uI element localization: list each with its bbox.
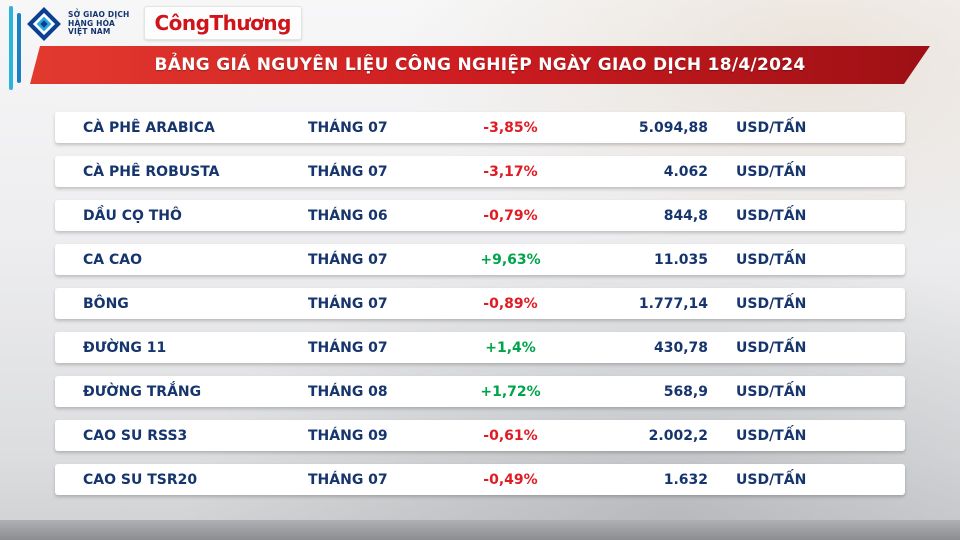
contract-month: THÁNG 07 <box>308 163 388 180</box>
mxv-logo-text: SỞ GIAO DỊCH HÀNG HÓA VIỆT NAM <box>68 10 130 37</box>
table-row: BÔNG THÁNG 07 -0,89% 1.777,14 USD/TẤN <box>55 288 905 319</box>
table-row: CAO SU RSS3 THÁNG 09 -0,61% 2.002,2 USD/… <box>55 420 905 451</box>
table-row: ĐƯỜNG 11 THÁNG 07 +1,4% 430,78 USD/TẤN <box>55 332 905 363</box>
contract-month: THÁNG 09 <box>308 427 388 444</box>
table-row: CA CAO THÁNG 07 +9,63% 11.035 USD/TẤN <box>55 244 905 275</box>
commodity-name: CAO SU TSR20 <box>83 471 198 488</box>
price-table: CÀ PHÊ ARABICA THÁNG 07 -3,85% 5.094,88 … <box>55 112 905 495</box>
price-unit: USD/TẤN <box>736 339 807 356</box>
title-banner: BẢNG GIÁ NGUYÊN LIỆU CÔNG NGHIỆP NGÀY GI… <box>30 46 930 84</box>
percent-change: -0,49% <box>483 471 538 488</box>
contract-month: THÁNG 07 <box>308 339 388 356</box>
percent-change: -0,89% <box>483 295 538 312</box>
percent-change: +1,4% <box>485 339 536 356</box>
price-value: 4.062 <box>663 163 708 180</box>
commodity-name: CÀ PHÊ ARABICA <box>83 119 215 136</box>
contract-month: THÁNG 07 <box>308 251 388 268</box>
mxv-diamond-icon <box>27 7 61 41</box>
price-unit: USD/TẤN <box>736 251 807 268</box>
contract-month: THÁNG 07 <box>308 119 388 136</box>
price-unit: USD/TẤN <box>736 383 807 400</box>
percent-change: -0,79% <box>483 207 538 224</box>
congthuong-logo: CôngThương <box>143 6 302 40</box>
left-accent-stripes <box>9 6 21 90</box>
table-row: CAO SU TSR20 THÁNG 07 -0,49% 1.632 USD/T… <box>55 464 905 495</box>
percent-change: -3,85% <box>483 119 538 136</box>
header-logos: SỞ GIAO DỊCH HÀNG HÓA VIỆT NAM CôngThươn… <box>26 6 302 42</box>
commodity-name: CA CAO <box>83 251 142 268</box>
table-row: CÀ PHÊ ARABICA THÁNG 07 -3,85% 5.094,88 … <box>55 112 905 143</box>
table-row: DẦU CỌ THÔ THÁNG 06 -0,79% 844,8 USD/TẤN <box>55 200 905 231</box>
footer-gray-band <box>0 520 960 540</box>
price-unit: USD/TẤN <box>736 295 807 312</box>
mxv-logo-line2: HÀNG HÓA <box>68 18 115 28</box>
price-unit: USD/TẤN <box>736 163 807 180</box>
contract-month: THÁNG 06 <box>308 207 388 224</box>
percent-change: +9,63% <box>480 251 541 268</box>
commodity-name: ĐƯỜNG 11 <box>83 339 167 356</box>
commodity-name: CÀ PHÊ ROBUSTA <box>83 163 220 180</box>
price-value: 430,78 <box>653 339 708 356</box>
price-value: 5.094,88 <box>638 119 708 136</box>
price-unit: USD/TẤN <box>736 471 807 488</box>
table-row: CÀ PHÊ ROBUSTA THÁNG 07 -3,17% 4.062 USD… <box>55 156 905 187</box>
price-value: 1.777,14 <box>638 295 708 312</box>
page-title: BẢNG GIÁ NGUYÊN LIỆU CÔNG NGHIỆP NGÀY GI… <box>154 55 806 75</box>
table-row: ĐƯỜNG TRẮNG THÁNG 08 +1,72% 568,9 USD/TẤ… <box>55 376 905 407</box>
mxv-logo: SỞ GIAO DỊCH HÀNG HÓA VIỆT NAM <box>26 6 130 42</box>
commodity-name: DẦU CỌ THÔ <box>83 207 182 224</box>
price-value: 568,9 <box>663 383 708 400</box>
percent-change: -0,61% <box>483 427 538 444</box>
price-value: 1.632 <box>663 471 708 488</box>
commodity-name: CAO SU RSS3 <box>83 427 188 444</box>
mxv-logo-line1: SỞ GIAO DỊCH <box>68 10 130 20</box>
mxv-logo-line3: VIỆT NAM <box>68 27 111 37</box>
price-unit: USD/TẤN <box>736 207 807 224</box>
percent-change: -3,17% <box>483 163 538 180</box>
price-unit: USD/TẤN <box>736 119 807 136</box>
commodity-name: ĐƯỜNG TRẮNG <box>83 383 202 400</box>
contract-month: THÁNG 08 <box>308 383 388 400</box>
price-unit: USD/TẤN <box>736 427 807 444</box>
congthuong-logo-text: CôngThương <box>154 11 292 35</box>
contract-month: THÁNG 07 <box>308 295 388 312</box>
price-value: 844,8 <box>663 207 708 224</box>
contract-month: THÁNG 07 <box>308 471 388 488</box>
commodity-name: BÔNG <box>83 295 129 312</box>
price-value: 11.035 <box>653 251 708 268</box>
percent-change: +1,72% <box>480 383 541 400</box>
price-value: 2.002,2 <box>648 427 708 444</box>
